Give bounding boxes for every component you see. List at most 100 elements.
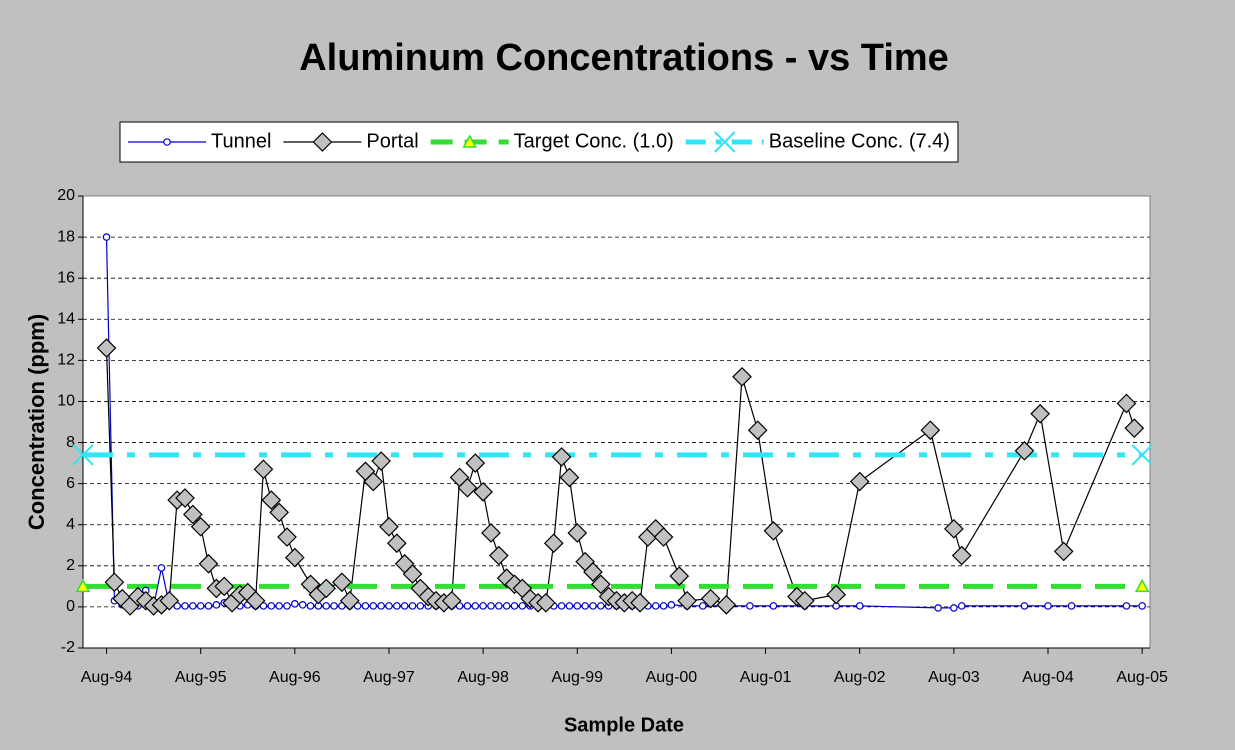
- marker: [393, 602, 401, 610]
- marker: [457, 477, 478, 498]
- x-axis-title: Sample Date: [564, 714, 684, 736]
- marker: [332, 572, 352, 593]
- marker: [1020, 602, 1029, 610]
- marker: [267, 602, 276, 610]
- marker: [495, 602, 503, 610]
- marker: [951, 545, 972, 566]
- x-tick-label: Aug-94: [81, 669, 133, 686]
- legend-label: Tunnel: [211, 130, 271, 152]
- marker: [408, 602, 417, 610]
- marker: [463, 602, 472, 610]
- marker: [182, 504, 203, 525]
- x-tick-label: Aug-97: [363, 669, 415, 686]
- marker: [1067, 602, 1076, 610]
- marker: [732, 366, 752, 387]
- legend-label: Target Conc. (1.0): [514, 130, 674, 152]
- x-tick-label: Aug-95: [175, 669, 227, 686]
- x-tick-label: Aug-99: [551, 669, 603, 686]
- marker: [543, 533, 564, 554]
- y-tick-label: 0: [66, 598, 75, 615]
- y-tick-label: 20: [57, 187, 75, 204]
- marker: [316, 578, 337, 599]
- y-tick-label: 12: [57, 352, 75, 369]
- marker: [75, 578, 91, 593]
- y-tick-label: 10: [57, 393, 75, 410]
- marker: [306, 602, 315, 610]
- marker: [465, 453, 486, 473]
- marker: [583, 562, 603, 582]
- marker: [518, 602, 527, 610]
- legend-label: Baseline Conc. (7.4): [769, 130, 950, 152]
- marker: [253, 459, 274, 480]
- marker: [322, 602, 331, 610]
- marker: [402, 564, 423, 584]
- marker: [667, 601, 676, 609]
- marker: [462, 134, 477, 148]
- y-tick-label: 4: [66, 516, 75, 533]
- marker: [597, 602, 605, 610]
- marker: [189, 602, 197, 610]
- marker: [747, 420, 768, 441]
- x-tick-label: Aug-03: [928, 669, 980, 686]
- marker: [283, 602, 291, 610]
- marker: [653, 527, 674, 547]
- marker: [291, 600, 299, 608]
- y-tick-label: -2: [61, 639, 75, 656]
- marker: [590, 574, 611, 595]
- marker: [794, 590, 815, 611]
- marker: [190, 516, 211, 537]
- legend-label: Portal: [366, 130, 418, 152]
- marker: [950, 604, 958, 612]
- marker: [104, 572, 125, 593]
- y-tick-label: 18: [57, 228, 75, 245]
- x-tick-label: Aug-04: [1022, 669, 1074, 686]
- marker: [957, 602, 966, 610]
- marker: [488, 545, 509, 566]
- marker: [212, 601, 221, 609]
- marker: [339, 590, 360, 611]
- marker: [581, 602, 589, 610]
- marker: [651, 602, 660, 610]
- marker: [1014, 440, 1035, 461]
- marker: [700, 588, 721, 609]
- marker: [630, 592, 650, 613]
- marker: [551, 447, 572, 467]
- marker: [157, 564, 166, 572]
- marker: [763, 521, 784, 541]
- y-tick-label: 2: [66, 557, 75, 574]
- marker: [363, 471, 384, 492]
- marker: [1116, 393, 1137, 414]
- marker: [269, 502, 289, 523]
- legend: Tunnel Portal Target Conc. (1.0) Baseline C…: [119, 121, 959, 163]
- marker: [659, 602, 668, 610]
- marker: [1131, 444, 1153, 466]
- marker: [1134, 578, 1150, 593]
- marker: [369, 602, 378, 610]
- marker: [102, 233, 111, 241]
- marker: [769, 602, 778, 610]
- marker: [944, 518, 964, 539]
- marker: [96, 338, 117, 358]
- marker: [502, 602, 511, 610]
- marker: [1122, 602, 1131, 610]
- marker: [163, 138, 171, 146]
- marker: [510, 602, 519, 610]
- marker: [1124, 418, 1145, 439]
- marker: [573, 602, 582, 610]
- marker: [849, 471, 870, 492]
- marker: [669, 566, 690, 586]
- legend-box: [119, 121, 959, 163]
- y-axis-title: Concentration (ppm): [24, 314, 49, 530]
- y-tick-label: 6: [66, 475, 75, 492]
- x-tick-label: Aug-02: [834, 669, 886, 686]
- marker: [204, 602, 213, 610]
- marker: [371, 451, 391, 471]
- marker: [855, 602, 864, 610]
- marker: [699, 602, 707, 610]
- y-tick-label: 16: [57, 269, 75, 286]
- marker: [261, 490, 282, 510]
- marker: [377, 602, 385, 610]
- marker: [481, 523, 501, 543]
- marker: [386, 533, 407, 554]
